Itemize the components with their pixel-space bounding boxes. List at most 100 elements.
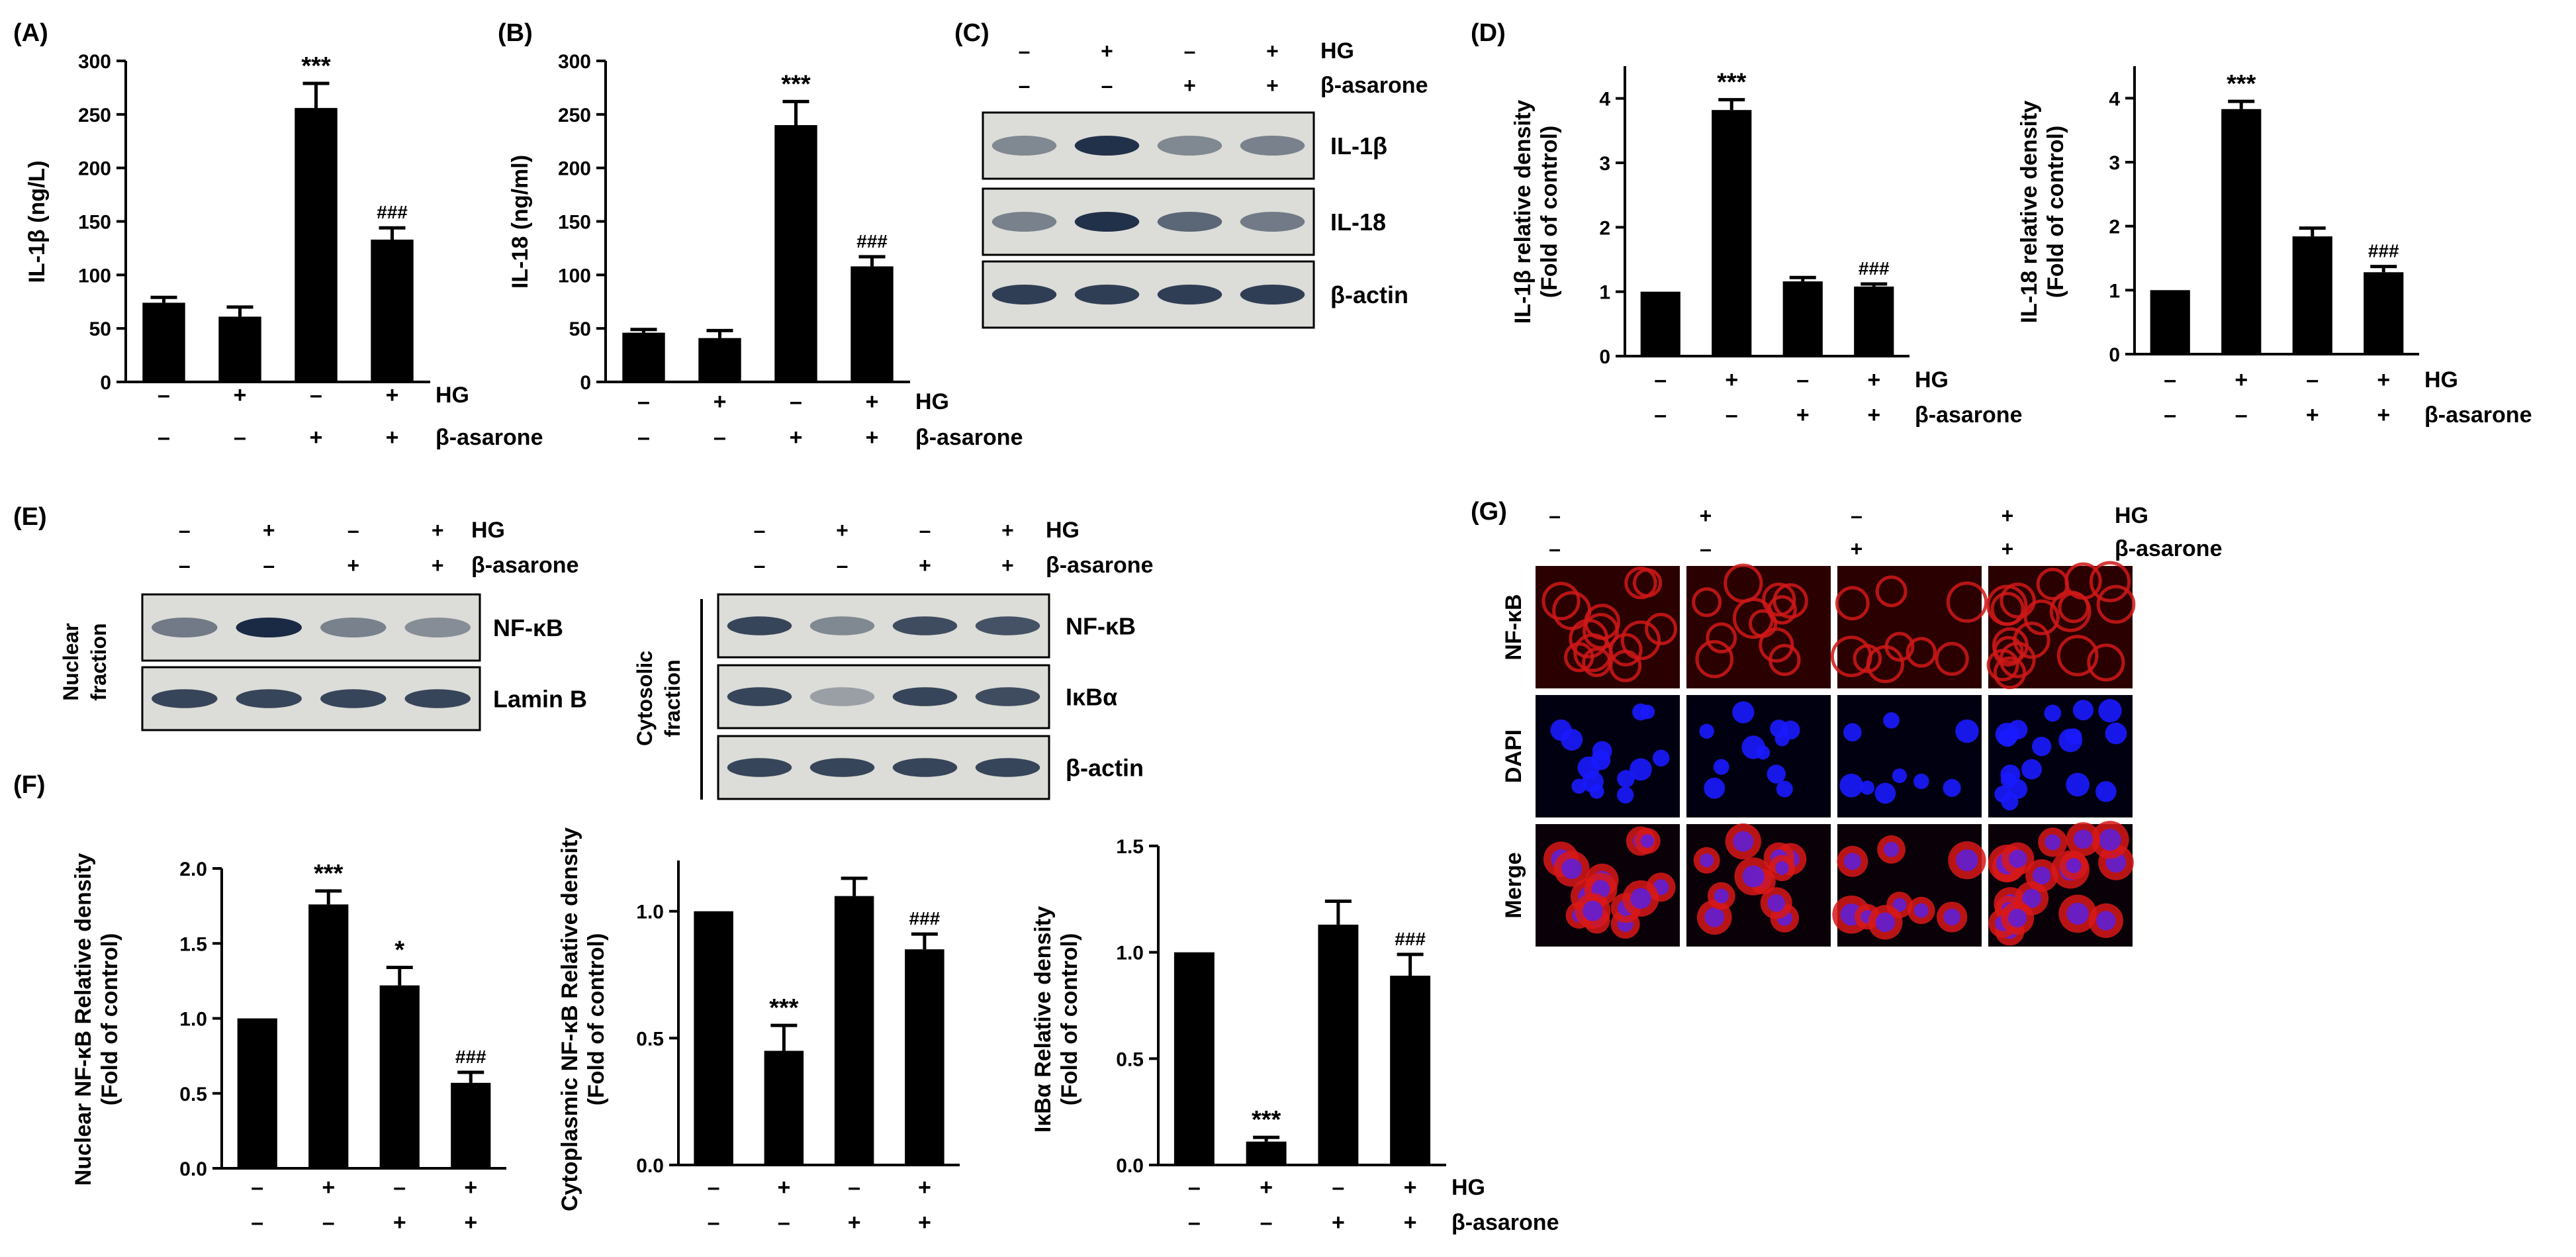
y-axis-label: IL-1β relative density <box>1510 100 1536 324</box>
nucleus <box>1843 853 1861 870</box>
nucleus <box>2022 888 2041 908</box>
nucleus <box>2066 902 2089 925</box>
nucleus <box>2032 866 2051 885</box>
y-tick-label: 200 <box>558 158 591 180</box>
treatment-sign: – <box>1019 39 1031 63</box>
micrograph-tile <box>1837 695 1982 817</box>
treatment-sign: + <box>1183 73 1196 97</box>
cell <box>2096 584 2136 624</box>
nucleus <box>1582 770 1604 793</box>
cell <box>1875 575 1908 608</box>
bar <box>774 125 817 382</box>
chart-d-il18-density: 0 1 2 3 4 IL-18 relative density (Fold of cont… <box>2017 66 2532 428</box>
panel-label-g: (G) <box>1471 498 1507 526</box>
blot-label: Lamin B <box>493 686 587 713</box>
cell <box>1999 641 2036 678</box>
blot-band <box>892 758 958 777</box>
bar <box>295 108 338 382</box>
cell <box>1835 586 1870 621</box>
panel-label-e: (E) <box>13 503 47 531</box>
treatment-asarone-label: β-asarone <box>1451 1210 1559 1235</box>
y-tick-label: 250 <box>78 105 111 126</box>
blot-label: IL-1β <box>1330 132 1387 160</box>
treatment-asarone-label: β-asarone <box>436 425 543 450</box>
blot-label: IκBα <box>1066 684 1117 711</box>
treatment-sign: – <box>1654 402 1667 428</box>
cell <box>1762 582 1796 617</box>
chart-f-nuclear-nfkb: 0.0 0.5 1.0 1.5 2.0 Nuclear NF-κB Relative de… <box>71 853 506 1235</box>
nucleus <box>2008 849 2027 868</box>
nucleus <box>2105 722 2127 745</box>
bar <box>2150 290 2190 354</box>
treatment-sign: – <box>347 518 359 542</box>
nucleus <box>1640 704 1655 720</box>
panel-label-d: (D) <box>1471 19 1506 47</box>
treatment-hg-label: HG <box>1320 38 1354 64</box>
bar <box>1318 924 1359 1165</box>
treatment-hg-label: HG <box>471 518 505 543</box>
treatment-sign: – <box>1188 1210 1201 1235</box>
y-tick-label: 2 <box>2109 216 2120 238</box>
channel-label: NF-κB <box>1501 594 1526 660</box>
blot-band <box>991 212 1057 232</box>
panel-label-b: (B) <box>498 19 533 47</box>
significance-label: ### <box>377 202 408 222</box>
treatment-asarone-label: β-asarone <box>915 425 1023 450</box>
bar <box>1712 110 1752 357</box>
nucleus <box>1704 777 1725 799</box>
blot-band <box>809 687 875 706</box>
nucleus <box>2045 834 2061 851</box>
y-axis-label: (Fold of control) <box>1057 933 1082 1106</box>
treatment-sign: – <box>251 1175 263 1200</box>
blot-band <box>404 618 471 637</box>
treatment-sign: – <box>263 553 275 577</box>
treatment-sign: – <box>158 383 170 408</box>
y-tick-label: 1.5 <box>1116 836 1144 858</box>
y-tick-label: 0 <box>580 372 591 394</box>
panel-label-a: (A) <box>13 19 48 47</box>
nucleus <box>1700 853 1714 868</box>
channel-label: DAPI <box>1501 729 1526 783</box>
treatment-hg-label: HG <box>2424 367 2458 393</box>
cell <box>1541 581 1581 621</box>
y-tick-label: 1.0 <box>1116 943 1144 964</box>
treatment-sign: – <box>1184 39 1196 63</box>
channel-label: Merge <box>1501 852 1526 918</box>
nucleus <box>1956 849 1978 872</box>
treatment-sign: + <box>1101 39 1113 63</box>
panel-label-f: (F) <box>13 771 46 799</box>
treatment-sign: + <box>866 389 879 414</box>
treatment-sign: + <box>1404 1210 1417 1235</box>
cell <box>1632 568 1663 598</box>
treatment-sign: + <box>1796 402 1810 428</box>
cytosolic-fraction-label: fraction <box>661 659 684 737</box>
nucleus <box>1630 758 1652 781</box>
treatment-sign: + <box>918 1210 931 1235</box>
cell <box>1706 622 1737 654</box>
treatment-sign: + <box>777 1175 790 1200</box>
y-tick-label: 50 <box>89 318 111 340</box>
treatment-sign: – <box>1260 1210 1273 1235</box>
nucleus <box>2095 781 2117 802</box>
y-tick-label: 2 <box>1599 217 1610 239</box>
treatment-sign: – <box>754 553 766 577</box>
blot-label: β-actin <box>1330 281 1408 308</box>
blot-label: IL-18 <box>1330 209 1386 236</box>
y-tick-label: 1.5 <box>179 933 207 955</box>
chart-f-cytoplasmic-nfkb: 0.0 0.5 1.0 Cytoplasmic NF-κB Relative dens… <box>557 827 960 1235</box>
blot-band <box>404 689 471 708</box>
nucleus <box>1704 907 1725 927</box>
cell <box>1583 612 1619 649</box>
bar <box>379 985 420 1168</box>
treatment-sign: – <box>837 553 849 577</box>
nucleus <box>2021 759 2042 780</box>
significance-label: ### <box>856 231 888 252</box>
treatment-sign: – <box>1725 402 1738 428</box>
treatment-sign: – <box>1188 1175 1201 1200</box>
y-axis-label: IκBα Relative density <box>1031 906 1056 1133</box>
treatment-sign: + <box>1867 367 1880 393</box>
nucleus <box>1741 735 1765 759</box>
bar <box>851 266 894 382</box>
treatment-sign: + <box>1725 367 1738 393</box>
nucleus <box>1652 749 1670 767</box>
